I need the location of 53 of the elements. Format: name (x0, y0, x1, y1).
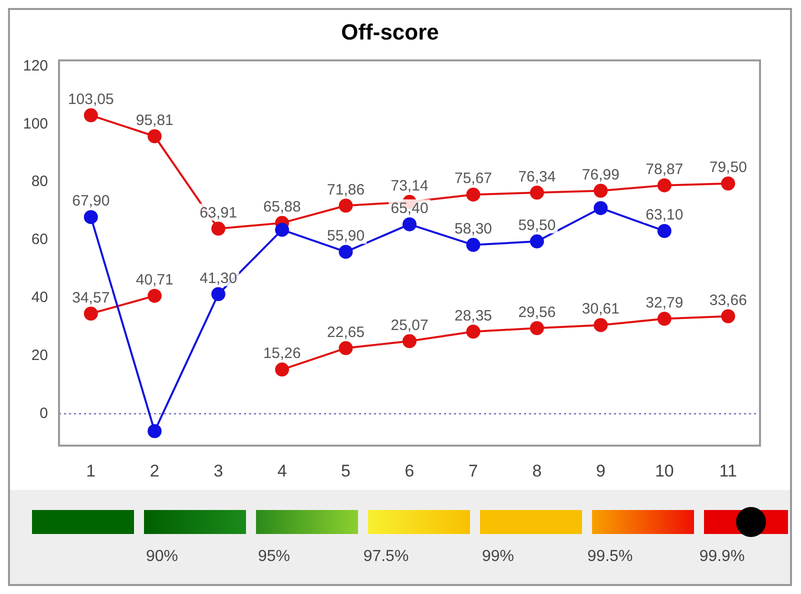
text: 99% (480, 548, 516, 566)
data-label: 22,65 (327, 324, 365, 341)
y-tick-label: 0 (40, 404, 48, 422)
y-tick-label: 100 (22, 115, 48, 132)
x-tick-label: 8 (532, 461, 542, 480)
data-label: 73,14 (390, 178, 428, 195)
data-label: 76,99 (582, 166, 620, 184)
data-label: 58,30 (454, 220, 492, 238)
x-tick-label: 1 (86, 461, 96, 480)
data-label: 30,61 (582, 300, 620, 318)
text: 99.5% (586, 548, 634, 566)
data-label: 103,05 (68, 90, 114, 108)
text: 97.5% (362, 548, 410, 566)
data-label: 75,67 (454, 170, 492, 188)
chart-title: Off-score (341, 19, 439, 44)
x-tick-label: 4 (277, 461, 287, 480)
data-label: 67,90 (72, 192, 110, 210)
data-label: 25,07 (390, 316, 428, 334)
data-label: 34,57 (72, 289, 110, 306)
x-tick-label: 10 (654, 461, 674, 480)
text: 90% (144, 548, 180, 566)
data-label: 65,88 (263, 198, 301, 216)
data-label: 78,87 (646, 160, 684, 178)
y-tick-label: 40 (31, 289, 48, 306)
data-label: 79,50 (709, 159, 747, 176)
x-tick-label: 7 (468, 461, 478, 480)
x-tick-label: 2 (150, 461, 160, 480)
text: 95% (256, 548, 292, 566)
data-label: 59,50 (518, 217, 556, 234)
y-tick-label: 20 (31, 346, 48, 364)
y-tick-label: 80 (31, 173, 48, 190)
y-tick-label: 60 (31, 231, 48, 248)
data-label: 63,91 (200, 204, 238, 222)
data-label: 41,30 (200, 270, 238, 287)
data-label: 95,81 (136, 112, 174, 129)
data-label: 76,34 (518, 168, 556, 186)
data-label: 65,40 (390, 200, 428, 217)
text: 99.9% (698, 548, 746, 566)
data-label: 33,66 (709, 292, 747, 309)
y-tick-label: 120 (22, 57, 48, 74)
x-tick-label: 11 (719, 461, 737, 480)
x-tick-label: 6 (404, 461, 414, 480)
data-label: 40,71 (136, 271, 174, 288)
data-label: 15,26 (263, 345, 301, 362)
x-tick-label: 9 (596, 461, 606, 480)
data-label: 29,56 (518, 304, 556, 321)
data-label: 63,10 (646, 206, 684, 224)
data-label: 71,86 (327, 181, 365, 198)
x-tick-label: 3 (214, 461, 224, 480)
data-label: 55,90 (327, 227, 365, 244)
data-label: 28,35 (454, 307, 492, 324)
x-tick-label: 5 (341, 461, 351, 480)
data-label: 32,79 (646, 294, 684, 312)
